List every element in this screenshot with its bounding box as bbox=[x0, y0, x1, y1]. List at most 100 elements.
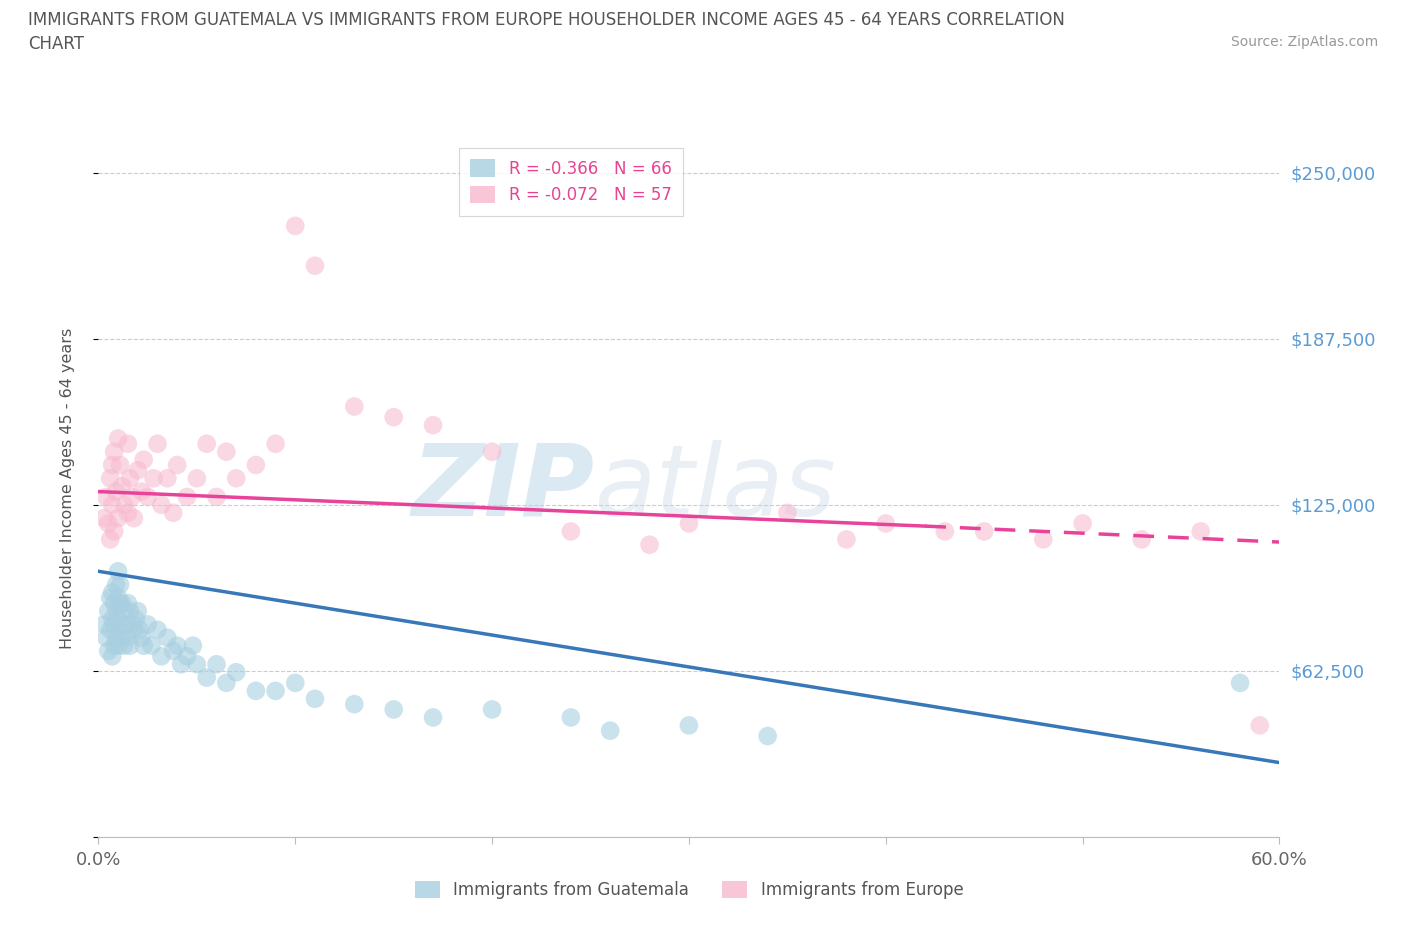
Point bbox=[115, 617, 138, 631]
Point bbox=[101, 498, 124, 512]
Point bbox=[111, 479, 134, 494]
Point bbox=[176, 649, 198, 664]
Point bbox=[1071, 516, 1094, 531]
Point bbox=[96, 631, 118, 645]
Point bbox=[118, 471, 141, 485]
Point bbox=[125, 612, 148, 627]
Point bbox=[93, 617, 115, 631]
Point bbox=[481, 445, 503, 459]
Text: IMMIGRANTS FROM GUATEMALA VS IMMIGRANTS FROM EUROPE HOUSEHOLDER INCOME AGES 45 -: IMMIGRANTS FROM GUATEMALA VS IMMIGRANTS … bbox=[28, 11, 1064, 29]
Point bbox=[481, 702, 503, 717]
Point bbox=[146, 622, 169, 637]
Point bbox=[973, 524, 995, 538]
Point bbox=[264, 684, 287, 698]
Point bbox=[98, 591, 121, 605]
Point bbox=[122, 511, 145, 525]
Point bbox=[166, 638, 188, 653]
Point bbox=[284, 219, 307, 233]
Point bbox=[97, 644, 120, 658]
Point bbox=[132, 452, 155, 467]
Point bbox=[284, 675, 307, 690]
Point bbox=[934, 524, 956, 538]
Point bbox=[205, 657, 228, 671]
Point bbox=[101, 649, 124, 664]
Point bbox=[103, 617, 125, 631]
Point bbox=[93, 511, 115, 525]
Legend: Immigrants from Guatemala, Immigrants from Europe: Immigrants from Guatemala, Immigrants fr… bbox=[408, 874, 970, 906]
Point bbox=[382, 702, 405, 717]
Point bbox=[131, 631, 153, 645]
Point bbox=[1032, 532, 1054, 547]
Point bbox=[98, 622, 121, 637]
Text: CHART: CHART bbox=[28, 35, 84, 53]
Point bbox=[304, 259, 326, 273]
Point bbox=[162, 505, 184, 520]
Point bbox=[108, 578, 131, 592]
Point bbox=[150, 649, 173, 664]
Point bbox=[343, 399, 366, 414]
Point bbox=[835, 532, 858, 547]
Point bbox=[127, 604, 149, 618]
Point bbox=[382, 410, 405, 425]
Point bbox=[186, 471, 208, 485]
Point bbox=[111, 596, 134, 611]
Point bbox=[166, 458, 188, 472]
Point bbox=[142, 471, 165, 485]
Point bbox=[117, 436, 139, 451]
Point bbox=[156, 471, 179, 485]
Point bbox=[875, 516, 897, 531]
Point bbox=[131, 485, 153, 499]
Point bbox=[195, 671, 218, 685]
Point bbox=[176, 489, 198, 504]
Point bbox=[107, 511, 129, 525]
Point bbox=[107, 591, 129, 605]
Point bbox=[97, 604, 120, 618]
Point bbox=[422, 418, 444, 432]
Point bbox=[105, 578, 128, 592]
Point bbox=[756, 728, 779, 743]
Point bbox=[121, 489, 143, 504]
Point bbox=[108, 622, 131, 637]
Point bbox=[98, 471, 121, 485]
Point bbox=[215, 445, 238, 459]
Point bbox=[599, 724, 621, 738]
Point bbox=[98, 532, 121, 547]
Point bbox=[117, 596, 139, 611]
Point bbox=[105, 604, 128, 618]
Point bbox=[141, 638, 163, 653]
Point bbox=[117, 505, 139, 520]
Point bbox=[103, 524, 125, 538]
Point bbox=[108, 596, 131, 611]
Point bbox=[127, 463, 149, 478]
Point bbox=[101, 458, 124, 472]
Point bbox=[107, 612, 129, 627]
Point bbox=[186, 657, 208, 671]
Text: ZIP: ZIP bbox=[412, 440, 595, 537]
Point bbox=[107, 638, 129, 653]
Point bbox=[422, 710, 444, 724]
Point bbox=[107, 564, 129, 578]
Point bbox=[304, 691, 326, 706]
Point bbox=[225, 665, 247, 680]
Point bbox=[264, 436, 287, 451]
Point bbox=[97, 516, 120, 531]
Point bbox=[1130, 532, 1153, 547]
Y-axis label: Householder Income Ages 45 - 64 years: Householder Income Ages 45 - 64 years bbox=[60, 327, 75, 649]
Point bbox=[96, 489, 118, 504]
Point bbox=[215, 675, 238, 690]
Point bbox=[101, 612, 124, 627]
Point bbox=[118, 638, 141, 653]
Point bbox=[205, 489, 228, 504]
Text: atlas: atlas bbox=[595, 440, 837, 537]
Point bbox=[638, 538, 661, 552]
Point bbox=[132, 638, 155, 653]
Point bbox=[170, 657, 193, 671]
Point bbox=[108, 458, 131, 472]
Point bbox=[112, 604, 135, 618]
Point bbox=[105, 485, 128, 499]
Point bbox=[121, 617, 143, 631]
Point bbox=[107, 431, 129, 445]
Point bbox=[776, 505, 799, 520]
Point bbox=[560, 524, 582, 538]
Point bbox=[112, 498, 135, 512]
